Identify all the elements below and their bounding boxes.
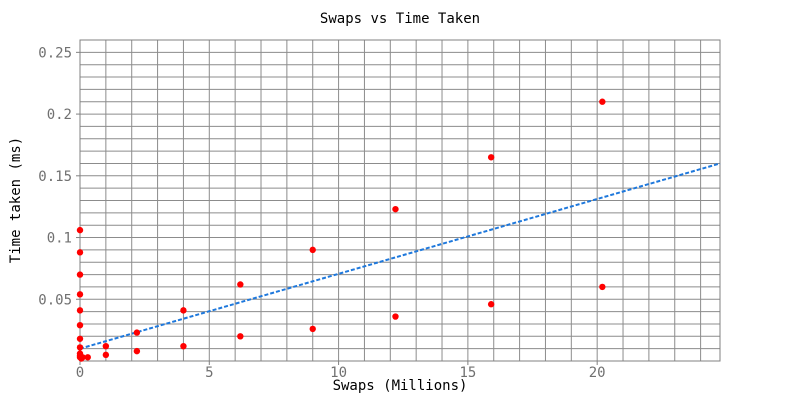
x-tick-label: 15 — [459, 365, 476, 381]
x-axis-ticks: 0 5 10 15 20 — [76, 361, 606, 381]
data-point — [487, 301, 495, 308]
data-point — [309, 246, 316, 254]
x-axis-label: Swaps (Millions) — [333, 378, 468, 394]
y-tick-label: 0.1 — [47, 231, 72, 247]
y-tick-label: 0.05 — [38, 292, 72, 308]
x-tick-label: 0 — [76, 365, 84, 381]
data-point — [76, 307, 84, 314]
y-tick-label: 0.15 — [38, 169, 72, 185]
data-point — [133, 329, 141, 336]
data-point — [133, 347, 141, 355]
data-point — [76, 344, 84, 351]
plot-area-frame — [79, 39, 721, 362]
chart-title: Swaps vs Time Taken — [320, 11, 480, 27]
trend-line — [79, 162, 721, 350]
y-axis-ticks: 0.05 0.1 0.15 0.2 0.25 — [38, 45, 80, 308]
data-point — [180, 342, 187, 350]
data-points — [76, 98, 606, 362]
x-tick-label: 10 — [330, 365, 347, 381]
y-tick-label: 0.2 — [47, 107, 72, 123]
data-point — [79, 354, 86, 361]
data-point — [237, 281, 244, 288]
data-point — [76, 226, 84, 234]
data-point — [599, 283, 606, 291]
data-point — [84, 354, 91, 361]
x-tick-label: 20 — [589, 365, 606, 381]
data-point — [392, 313, 399, 320]
y-axis-label: Time taken (ms) — [8, 137, 24, 263]
data-point — [76, 291, 84, 298]
data-point — [102, 351, 110, 359]
data-point — [180, 307, 187, 314]
data-point — [102, 342, 110, 350]
data-point — [76, 249, 84, 256]
data-point — [599, 98, 606, 105]
data-point — [76, 271, 84, 278]
x-tick-label: 5 — [205, 365, 213, 381]
chart-grid — [80, 40, 720, 361]
y-tick-label: 0.25 — [38, 45, 72, 61]
data-point — [237, 333, 244, 340]
data-point — [76, 321, 84, 329]
data-point — [392, 205, 399, 213]
data-point — [309, 325, 316, 333]
data-point — [487, 154, 495, 161]
data-point — [76, 335, 84, 342]
